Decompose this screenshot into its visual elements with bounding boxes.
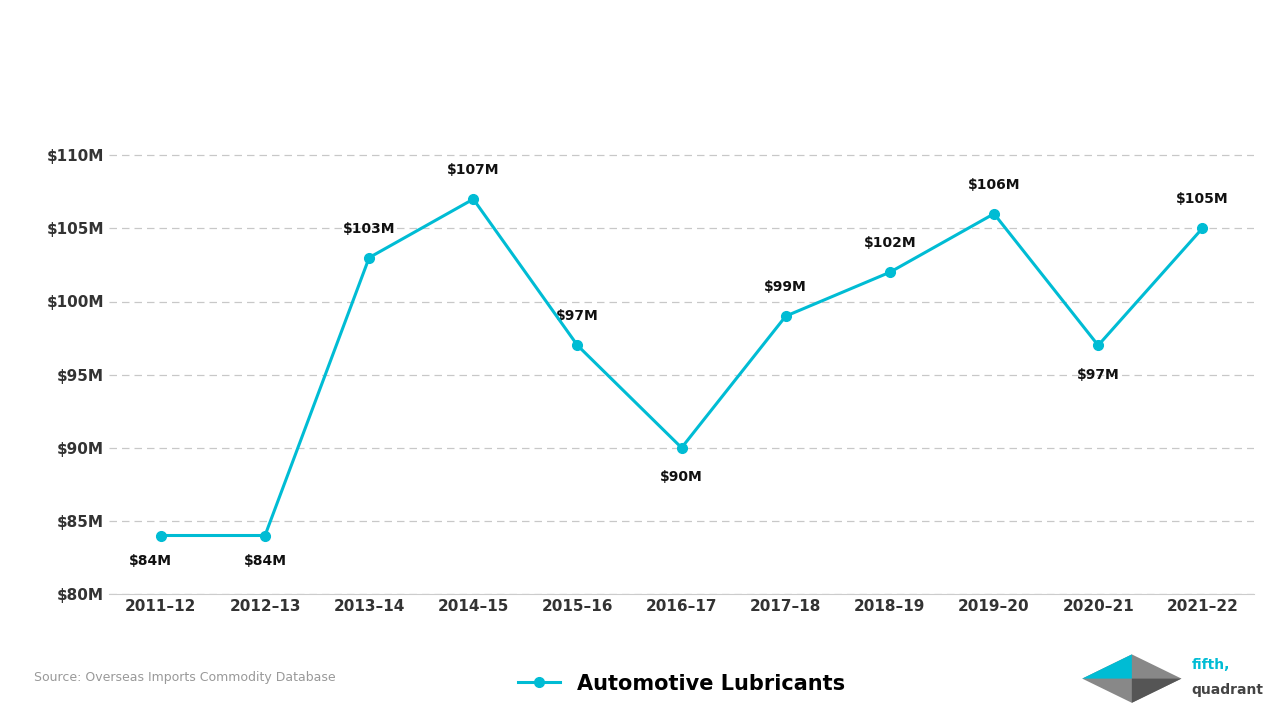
Text: $106M: $106M — [968, 178, 1020, 192]
Text: Historical Import Data | Automotive Lubricants: Historical Import Data | Automotive Lubr… — [23, 23, 648, 48]
Polygon shape — [1082, 654, 1132, 678]
Legend: Automotive Lubricants: Automotive Lubricants — [509, 665, 854, 702]
Text: $97M: $97M — [556, 310, 599, 323]
Text: $103M: $103M — [343, 222, 396, 235]
Text: $99M: $99M — [764, 280, 808, 294]
Text: quadrant: quadrant — [1192, 683, 1263, 697]
Text: $84M: $84M — [243, 554, 287, 567]
Text: $107M: $107M — [447, 163, 499, 177]
Text: $90M: $90M — [660, 470, 703, 485]
Text: $105M: $105M — [1176, 192, 1229, 207]
Text: Source: Overseas Imports Commodity Database: Source: Overseas Imports Commodity Datab… — [35, 670, 335, 684]
Text: fifth,: fifth, — [1192, 658, 1230, 672]
Text: $84M: $84M — [129, 554, 172, 567]
Text: $102M: $102M — [864, 236, 916, 251]
Polygon shape — [1132, 678, 1181, 703]
Text: $97M: $97M — [1076, 368, 1120, 382]
Polygon shape — [1082, 654, 1181, 703]
